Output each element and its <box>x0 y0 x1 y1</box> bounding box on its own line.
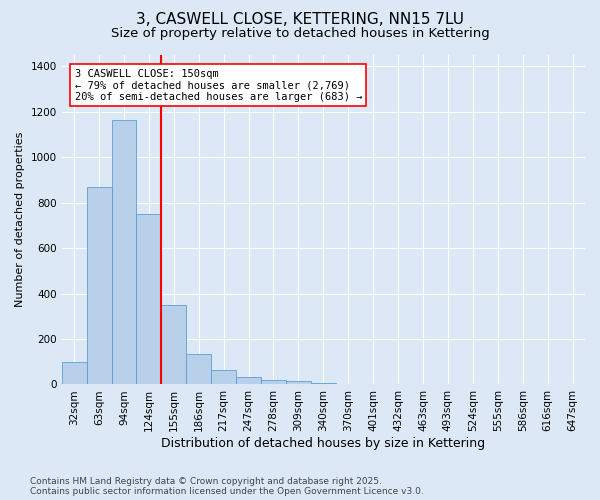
Bar <box>186 354 211 384</box>
X-axis label: Distribution of detached houses by size in Kettering: Distribution of detached houses by size … <box>161 437 485 450</box>
Bar <box>161 306 186 384</box>
Bar <box>211 370 236 384</box>
Text: Contains HM Land Registry data © Crown copyright and database right 2025.
Contai: Contains HM Land Registry data © Crown c… <box>30 476 424 496</box>
Bar <box>311 382 336 384</box>
Bar <box>86 186 112 384</box>
Bar <box>261 380 286 384</box>
Y-axis label: Number of detached properties: Number of detached properties <box>15 132 25 308</box>
Bar <box>236 377 261 384</box>
Bar <box>112 120 136 384</box>
Text: Size of property relative to detached houses in Kettering: Size of property relative to detached ho… <box>110 28 490 40</box>
Bar <box>286 382 311 384</box>
Bar <box>62 362 86 384</box>
Text: 3, CASWELL CLOSE, KETTERING, NN15 7LU: 3, CASWELL CLOSE, KETTERING, NN15 7LU <box>136 12 464 28</box>
Bar <box>136 214 161 384</box>
Text: 3 CASWELL CLOSE: 150sqm
← 79% of detached houses are smaller (2,769)
20% of semi: 3 CASWELL CLOSE: 150sqm ← 79% of detache… <box>74 68 362 102</box>
